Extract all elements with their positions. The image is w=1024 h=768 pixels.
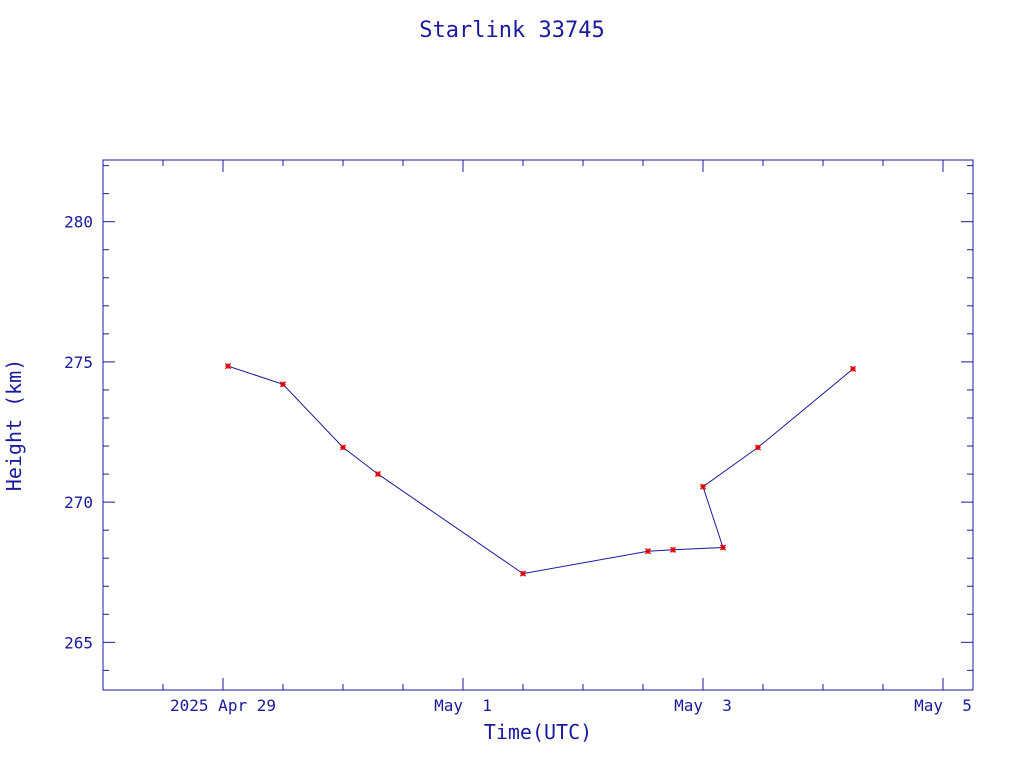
y-axis-ticks [103,165,973,671]
data-point [849,365,857,372]
data-point [699,483,707,490]
data-point [669,546,677,553]
y-axis-tick-labels: 265 270 275 280 [64,213,93,653]
x-tick-label: May 5 [914,696,972,715]
data-point [719,544,727,551]
y-tick-label: 275 [64,353,93,372]
x-tick-label: 2025 Apr 29 [170,696,276,715]
x-axis-label: Time(UTC) [484,720,592,744]
data-point [339,444,347,451]
data-point [224,363,232,370]
x-axis-tick-labels: 2025 Apr 29 May 1 May 3 May 5 [170,696,972,715]
data-markers [224,363,857,577]
plot-frame [102,159,974,691]
data-point [374,471,382,478]
data-point [644,548,652,555]
series-line [227,365,854,575]
y-tick-label: 265 [64,633,93,652]
data-point [519,570,527,577]
y-axis-label: Height (km) [2,359,26,491]
x-tick-label: May 3 [674,696,732,715]
x-axis-ticks [162,160,944,690]
y-tick-label: 270 [64,493,93,512]
x-tick-label: May 1 [434,696,492,715]
data-point [279,381,287,388]
chart-title: Starlink 33745 [419,18,604,43]
data-point [754,444,762,451]
y-tick-label: 280 [64,213,93,232]
